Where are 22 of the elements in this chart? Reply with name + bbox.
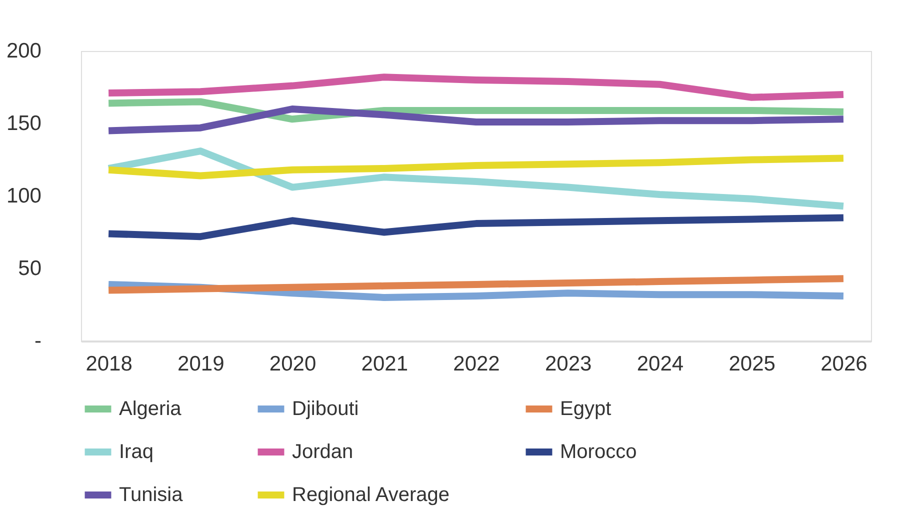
y-tick-label: 200 — [6, 40, 42, 62]
legend-label: Egypt — [560, 398, 612, 420]
legend-label: Regional Average — [292, 484, 450, 506]
x-tick-label: 2022 — [453, 352, 500, 376]
x-tick-label: 2020 — [269, 352, 316, 376]
x-tick-label: 2025 — [728, 352, 776, 376]
y-tick-label: - — [34, 330, 42, 352]
x-tick-label: 2019 — [178, 352, 224, 376]
y-tick-label: 150 — [6, 112, 42, 135]
x-tick-label: 2021 — [361, 352, 408, 376]
x-tick-label: 2024 — [636, 352, 684, 376]
x-tick-label: 2023 — [545, 352, 592, 376]
legend-label: Jordan — [292, 441, 354, 463]
x-tick-label: 2018 — [86, 352, 132, 376]
y-tick-label: 100 — [6, 184, 42, 208]
legend-label: Iraq — [119, 441, 154, 463]
legend-label: Tunisia — [119, 484, 184, 506]
x-tick-label: 2026 — [820, 352, 868, 376]
y-tick-label: 50 — [18, 257, 42, 280]
legend-label: Morocco — [560, 441, 637, 463]
legend-label: Algeria — [119, 398, 182, 420]
legend-label: Djibouti — [292, 398, 359, 420]
